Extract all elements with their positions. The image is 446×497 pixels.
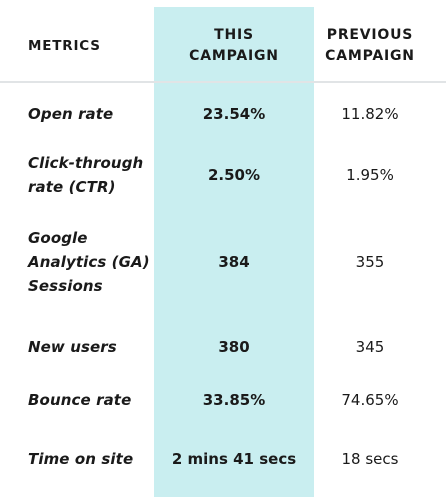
this-campaign-highlight (154, 7, 314, 497)
metric-label-time-on-site: Time on site (28, 450, 134, 468)
metric-label-open-rate: Open rate (28, 105, 114, 123)
previous-value-ga-sessions: 355 (355, 253, 385, 271)
header-previous-campaign: PREVIOUS CAMPAIGN (325, 27, 415, 64)
previous-value-new-users: 345 (355, 338, 385, 356)
this-value-ctr: 2.50% (207, 166, 261, 184)
previous-value-bounce-rate: 74.65% (341, 391, 399, 409)
header-divider (0, 81, 446, 83)
this-value-bounce-rate: 33.85% (202, 391, 266, 409)
metric-label-new-users: New users (28, 338, 117, 356)
metric-label-ga-sessions: Google Analytics (GA) Sessions (28, 229, 150, 295)
this-value-time-on-site: 2 mins 41 secs (171, 450, 297, 468)
metric-label-ctr: Click-through rate (CTR) (28, 154, 144, 196)
header-this-campaign: THIS CAMPAIGN (189, 27, 279, 64)
this-value-ga-sessions: 384 (218, 253, 250, 271)
this-value-new-users: 380 (218, 338, 250, 356)
previous-value-open-rate: 11.82% (341, 105, 399, 123)
metric-label-bounce-rate: Bounce rate (28, 391, 132, 409)
header-metrics: METRICS (28, 37, 101, 54)
previous-value-time-on-site: 18 secs (341, 450, 399, 468)
previous-value-ctr: 1.95% (346, 166, 394, 184)
this-value-open-rate: 23.54% (202, 105, 266, 123)
